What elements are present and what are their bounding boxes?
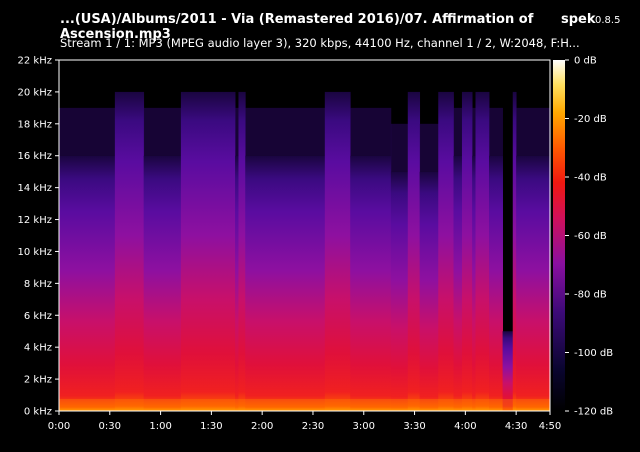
- spectrum-fringe: [245, 107, 326, 156]
- spectrum-segment: [350, 155, 392, 411]
- spectrum-fringe: [419, 123, 439, 172]
- x-tick-label: 3:30: [403, 421, 425, 432]
- spectrum-fringe: [390, 123, 409, 172]
- spectrum-fringe: [453, 107, 463, 156]
- colorbar-tick-label: -20 dB: [574, 114, 607, 125]
- stream-info: Stream 1 / 1: MP3 (MPEG audio layer 3), …: [60, 36, 580, 50]
- plot-frame: [58, 59, 551, 412]
- y-tick-label: 18 kHz: [18, 119, 52, 130]
- spectrum-segment: [180, 91, 236, 411]
- y-tick-label: 8 kHz: [24, 279, 52, 290]
- spectrum-segment: [461, 91, 473, 411]
- low-frequency-band: [59, 399, 550, 411]
- spectrum-segment: [238, 91, 246, 411]
- spectrum-fringe: [235, 107, 239, 156]
- x-tick-label: 4:50: [539, 421, 561, 432]
- x-tick-label: 2:30: [302, 421, 324, 432]
- x-tick-label: 4:00: [454, 421, 476, 432]
- spectrum-segment: [407, 91, 421, 411]
- spectrum-fringe: [350, 107, 392, 156]
- spectrum-segment: [114, 91, 145, 411]
- spectrum-segment: [475, 91, 490, 411]
- x-tick-label: 0:30: [99, 421, 121, 432]
- colorbar-tick-label: 0 dB: [574, 56, 597, 67]
- x-tick-label: 1:00: [149, 421, 171, 432]
- colorbar-tick-label: -100 dB: [574, 348, 613, 359]
- spectrum-segment: [245, 155, 326, 411]
- spectrum-fringe: [489, 107, 503, 156]
- y-tick-label: 4 kHz: [24, 343, 52, 354]
- colorbar-tick-label: -120 dB: [574, 407, 613, 418]
- colorbar-tick-label: -60 dB: [574, 231, 607, 242]
- x-tick-label: 3:00: [353, 421, 375, 432]
- y-tick-label: 14 kHz: [18, 183, 52, 194]
- y-tick-label: 2 kHz: [24, 375, 52, 386]
- y-tick-label: 20 kHz: [18, 87, 52, 98]
- colorbar-tick-label: -80 dB: [574, 290, 607, 301]
- app-name: spek: [561, 12, 596, 27]
- x-tick-label: 1:30: [200, 421, 222, 432]
- x-tick-label: 2:00: [251, 421, 273, 432]
- y-tick-label: 12 kHz: [18, 215, 52, 226]
- spectrum-segment: [502, 331, 514, 411]
- spectrum-segment: [489, 155, 503, 411]
- app-version: 0.8.5: [595, 15, 621, 26]
- x-tick-label: 4:30: [505, 421, 527, 432]
- spectrum-fringe: [143, 107, 182, 156]
- spectrum-segment: [324, 91, 351, 411]
- spectrum-segment: [59, 155, 116, 411]
- y-tick-label: 6 kHz: [24, 311, 52, 322]
- spectrum-fringe: [516, 107, 551, 156]
- file-title: ...(USA)/Albums/2011 - Via (Remastered 2…: [60, 12, 534, 42]
- spectrum-segment: [438, 91, 454, 411]
- colorbar-tick-label: -40 dB: [574, 173, 607, 184]
- y-tick-label: 10 kHz: [18, 247, 52, 258]
- y-tick-label: 0 kHz: [24, 407, 52, 418]
- spectrum-segment: [143, 155, 182, 411]
- spectrum-segment: [472, 155, 476, 411]
- spectrum-fringe: [472, 107, 476, 156]
- y-tick-label: 22 kHz: [18, 56, 52, 67]
- spectrum-fringe: [59, 107, 116, 156]
- spectrum-segment: [453, 155, 463, 411]
- spectrum-segment: [390, 171, 409, 411]
- spectrum-segment: [516, 155, 551, 411]
- spectrum-segment: [512, 91, 517, 411]
- y-tick-label: 16 kHz: [18, 151, 52, 162]
- x-tick-label: 0:00: [48, 421, 70, 432]
- spectrum-segment: [235, 155, 239, 411]
- colorbar: [553, 60, 565, 411]
- spectrum-segment: [419, 171, 439, 411]
